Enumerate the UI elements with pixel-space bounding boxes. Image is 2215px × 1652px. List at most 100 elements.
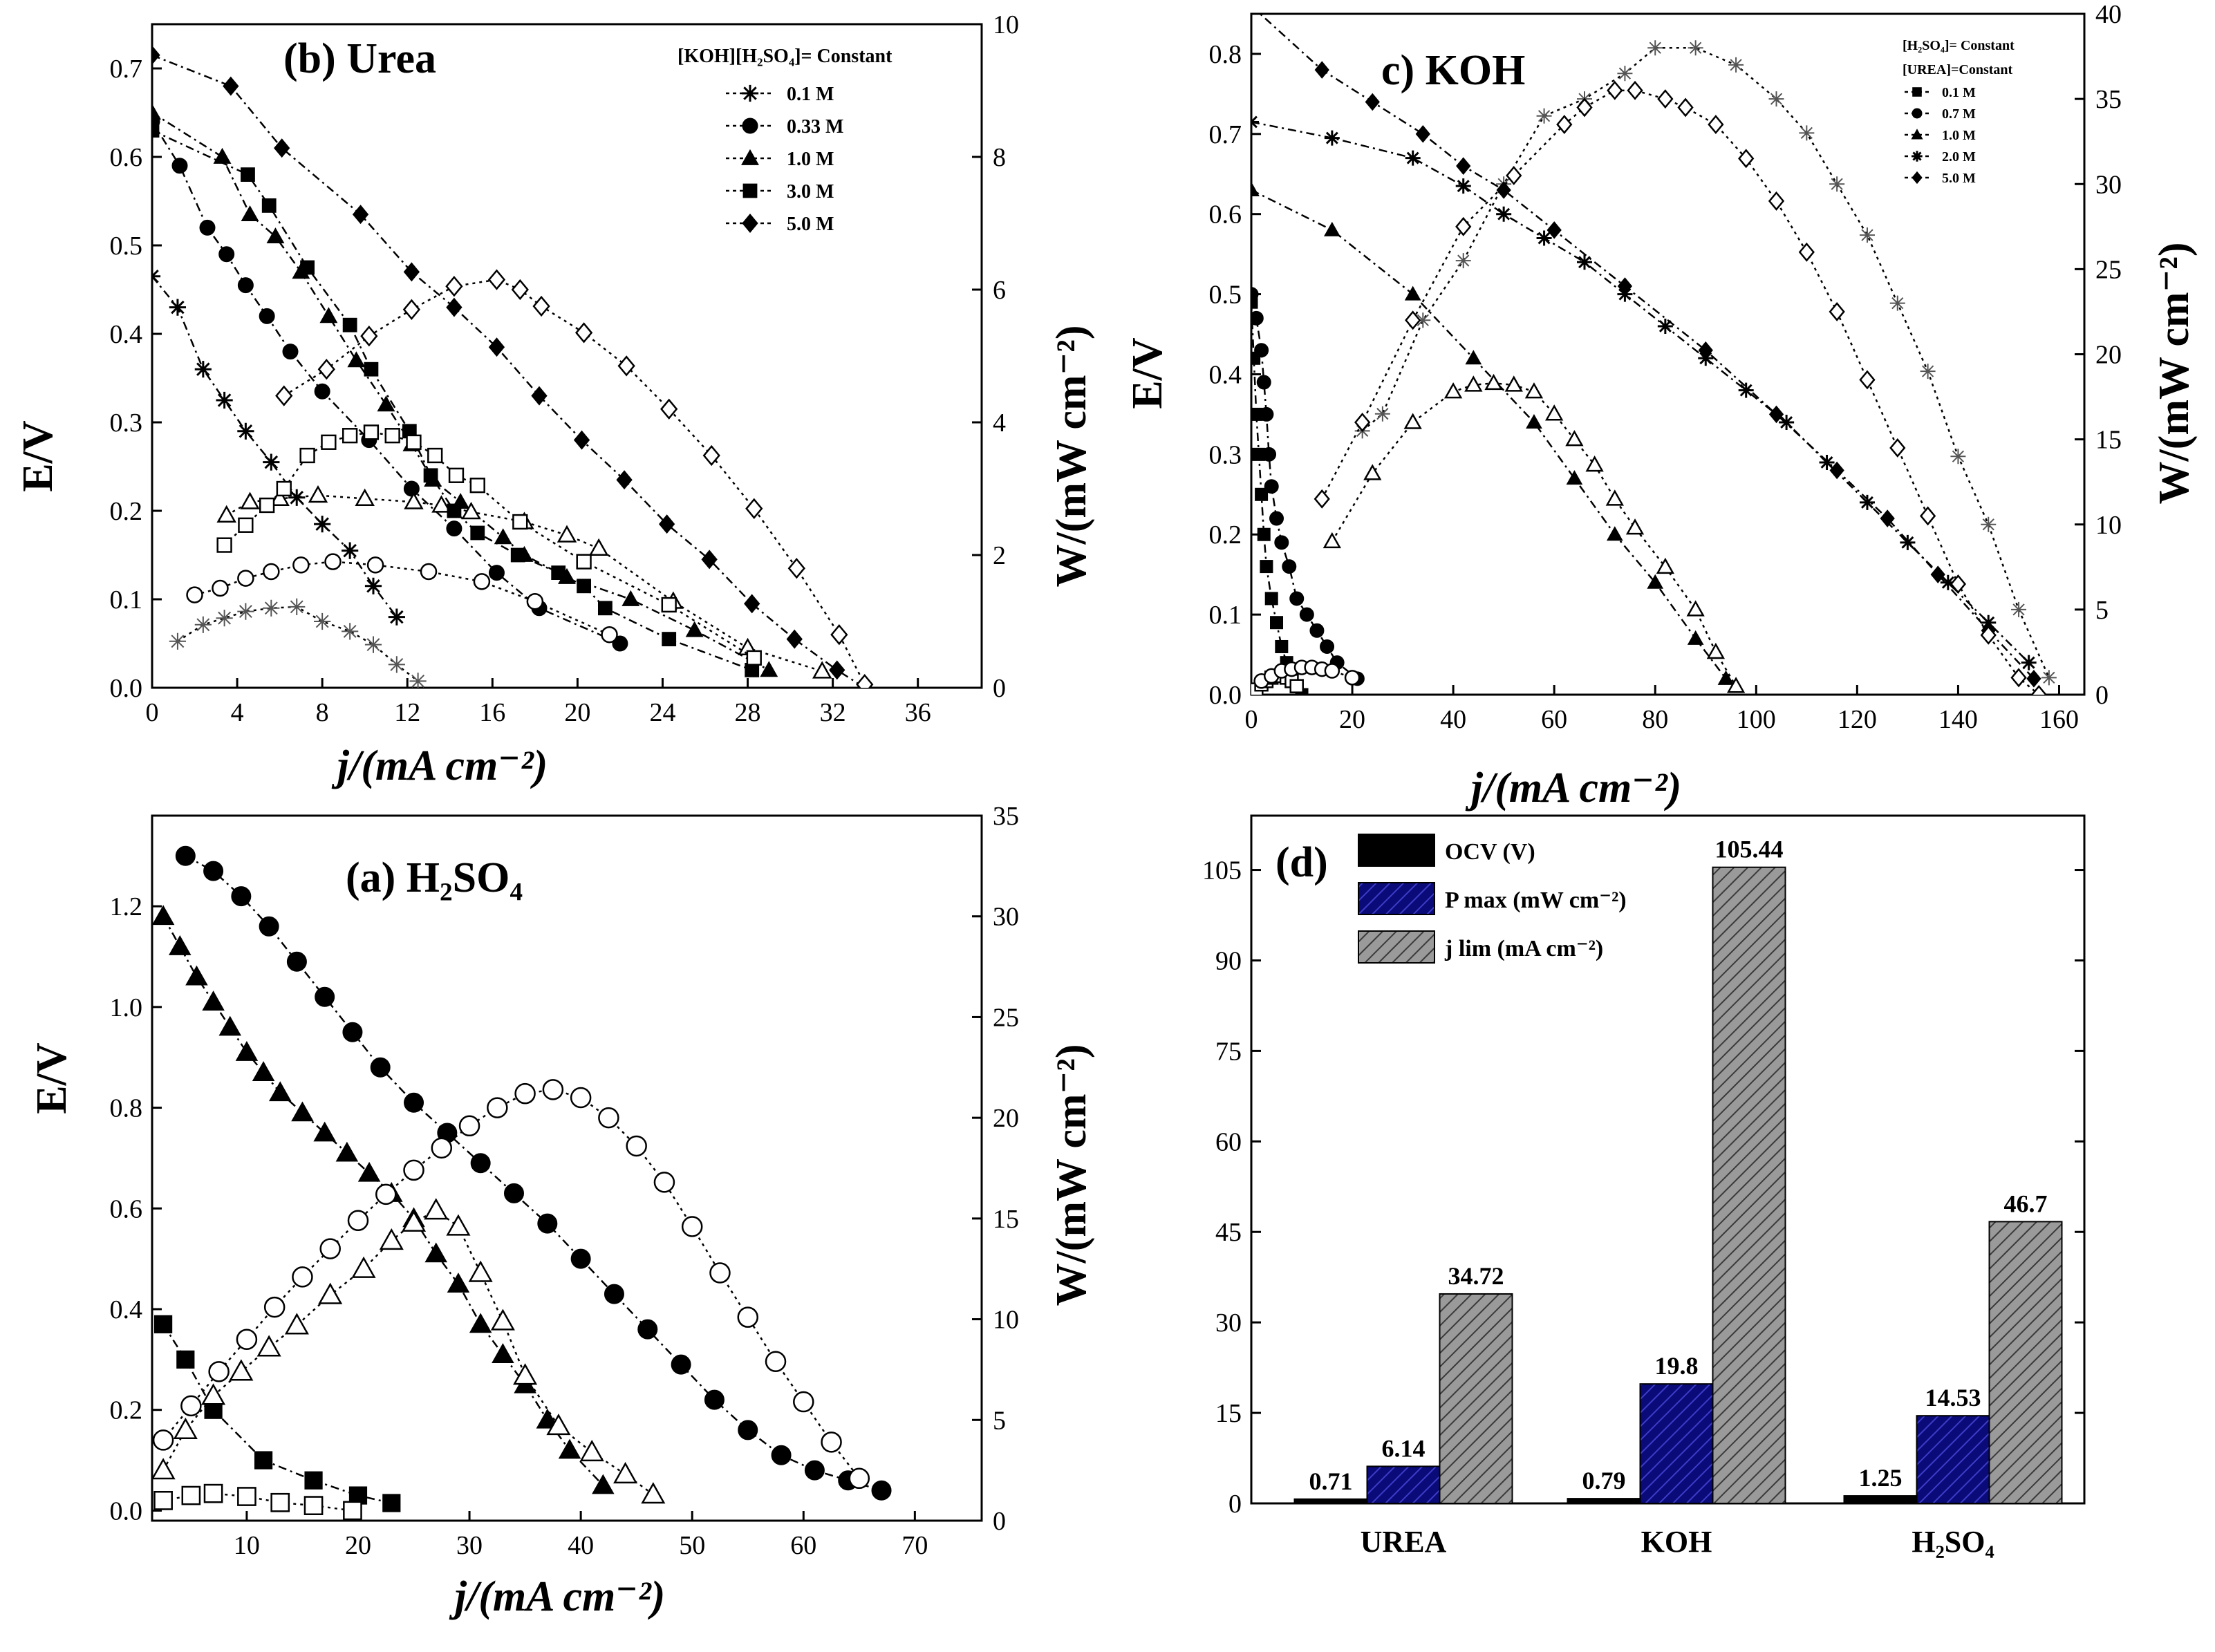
urea-series-5-W-point [275, 385, 293, 406]
koh-series-1-E-point [1264, 592, 1278, 606]
summary-bar-1 [1293, 1498, 1368, 1504]
urea-series-1-W-point [288, 598, 306, 615]
h2so4-series-2-E-point [235, 1041, 259, 1061]
koh-series-3-W-point [1565, 430, 1584, 447]
h2so4-series-2-E-point [185, 965, 208, 986]
h2so4-series-2-E-point [492, 1343, 514, 1363]
h2so4-series-3-E-point [404, 1092, 424, 1113]
koh-y2-axis-label: W/(mW cm⁻²) [2151, 242, 2198, 504]
koh-series-3-W-point [1686, 600, 1705, 617]
h2so4-y-tick-label: 1.2 [110, 892, 143, 921]
koh-series-5-W-point [1677, 97, 1694, 118]
summary-y-tick-label: 0 [1228, 1490, 1242, 1519]
koh-y2-tick-label: 10 [2095, 511, 2122, 540]
koh-series-5-W-point [1708, 115, 1724, 135]
urea-series-4-W-point [746, 650, 762, 666]
h2so4-series-1-W-point [181, 1485, 201, 1505]
urea-series-1-E-point [216, 391, 233, 409]
urea-y2-tick-label: 2 [993, 541, 1006, 570]
urea-series-1-E-point [237, 422, 254, 440]
urea-series-1-E-point [288, 489, 306, 506]
urea-series-4-W-point [259, 497, 275, 514]
h2so4-y2-tick-label: 35 [993, 802, 1019, 831]
urea-series-1-W-point [237, 603, 254, 620]
urea-series-4-E-point [597, 601, 613, 616]
urea-y-tick-label: 0.5 [110, 232, 143, 261]
urea-series-5-W-line [283, 279, 866, 685]
summary-bar-label: 19.8 [1655, 1352, 1699, 1380]
koh-series-3-E-point [1404, 285, 1421, 301]
urea-y-axis-label: E/V [15, 420, 62, 492]
h2so4-title: (a) H₂SO₄ [346, 854, 523, 901]
koh-series-3-W-point [1464, 375, 1483, 392]
urea-series-4-W-point [469, 478, 485, 494]
urea-series-4-W-point [321, 434, 337, 450]
koh-series-2-E-point [1320, 639, 1335, 654]
h2so4-y2-tick-label: 15 [993, 1205, 1019, 1234]
koh-series-3-W-point [1403, 413, 1422, 429]
h2so4-series-3-W-point [375, 1183, 397, 1205]
urea-series-5-E-point [786, 629, 803, 649]
urea-legend-marker [742, 214, 758, 233]
urea-legend-label: 0.33 M [787, 116, 843, 138]
koh-series-4-W-point [1889, 295, 1905, 311]
koh-series-5-W-point [1919, 506, 1936, 526]
urea-series-3-E-point [347, 351, 366, 368]
h2so4-series-2-E-point [335, 1141, 359, 1162]
koh-x-tick-label: 160 [2039, 705, 2079, 734]
urea-series-2-W-point [473, 573, 491, 590]
urea-series-1-W-point [194, 616, 212, 633]
urea-series-4-W-point [448, 467, 465, 483]
urea-series-1-E-point [364, 577, 382, 594]
h2so4-y2-tick-label: 25 [993, 1003, 1019, 1032]
urea-series-3-W-line [226, 494, 823, 673]
urea-legend-marker [741, 84, 759, 102]
summary-bar-label: 0.79 [1582, 1467, 1626, 1494]
h2so4-series-3-W-point [681, 1216, 703, 1237]
h2so4-series-3-W-point [765, 1351, 787, 1373]
urea-legend-label: 5.0 M [787, 214, 834, 235]
h2so4-series-2-E-point [357, 1161, 381, 1182]
summary-y-tick-label: 30 [1215, 1308, 1242, 1337]
urea-series-2-W-point [526, 592, 544, 610]
urea-series-4-W-point [216, 537, 232, 553]
urea-series-3-E-point [760, 661, 778, 677]
koh-y-tick-label: 0.4 [1209, 360, 1242, 389]
urea-series-1-E-point [152, 267, 161, 285]
koh-x-tick-label: 120 [1838, 705, 1877, 734]
h2so4-series-3-E-point [804, 1460, 825, 1481]
koh-series-5-E-point [1829, 461, 1844, 480]
summary-bar-2 [1366, 1465, 1441, 1505]
urea-series-4-W-point [299, 447, 315, 464]
h2so4-series-3-E-point [671, 1354, 691, 1375]
h2so4-series-2-E-point [447, 1273, 470, 1293]
koh-series-4-E-line [1251, 121, 2030, 664]
urea-series-5-E-point [403, 262, 420, 282]
summary-legend-swatch [1358, 930, 1435, 964]
h2so4-series-2-W-point [579, 1439, 604, 1462]
koh-series-5-E-line [1258, 14, 2035, 679]
h2so4-series-2-W-point [513, 1363, 538, 1385]
koh-series-5-W-point [2030, 685, 2047, 695]
koh-series-2-W-point [1344, 670, 1361, 686]
urea-y2-tick-label: 8 [993, 143, 1006, 172]
koh-series-2-E-point [1264, 479, 1279, 494]
h2so4-series-3-W-point [821, 1432, 842, 1453]
h2so4-series-3-W-point [598, 1107, 619, 1129]
h2so4-series-3-W-point [793, 1391, 814, 1413]
summary-y-tick-label: 15 [1215, 1399, 1242, 1428]
urea-series-5-W-point [317, 359, 335, 380]
koh-series-4-W-point [2041, 670, 2057, 686]
koh-series-3-E-point [1323, 221, 1340, 236]
koh-series-3-W-point [1484, 373, 1503, 391]
koh-series-2-E-point [1269, 511, 1284, 526]
urea-series-1-W-point [342, 623, 359, 640]
summary-bar-1 [1843, 1495, 1918, 1504]
h2so4-series-3-E-point [871, 1480, 892, 1501]
urea-series-2-W-point [237, 570, 254, 587]
koh-series-4-E-point [1577, 254, 1592, 270]
koh-legend-label: 2.0 M [1942, 149, 1976, 165]
koh-series-4-E-point [2021, 655, 2037, 670]
urea-series-4-E-point [470, 525, 485, 541]
